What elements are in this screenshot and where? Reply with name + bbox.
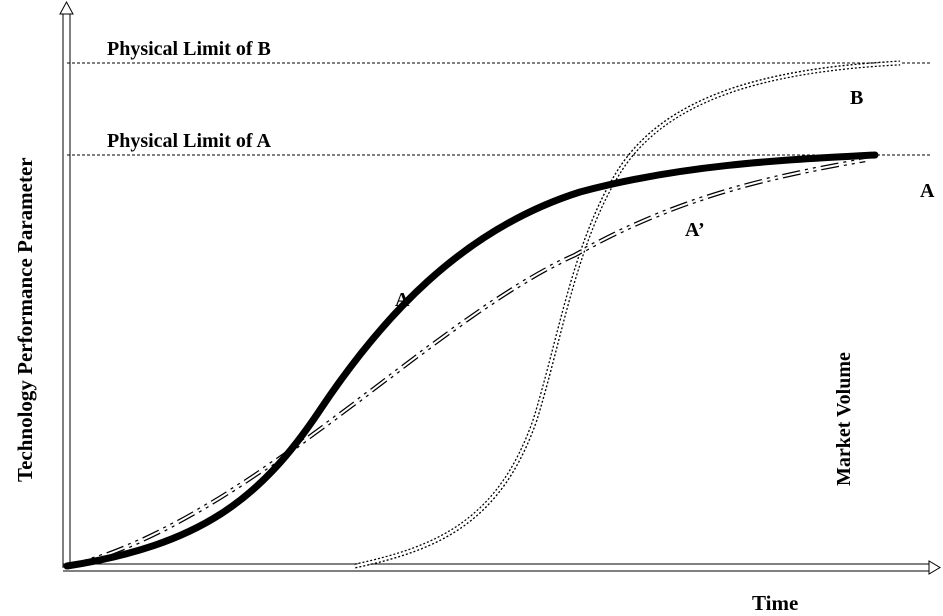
curve-a-prime-label: A’ <box>685 219 705 241</box>
x-axis <box>63 560 941 575</box>
market-volume-label: Market Volume <box>833 352 855 486</box>
limit-a-label: Physical Limit of A <box>107 130 271 152</box>
x-axis-title: Time <box>752 591 798 615</box>
y-axis <box>59 0 74 568</box>
curve-a <box>63 151 879 570</box>
y-axis-arrowhead <box>59 0 74 15</box>
curve-b <box>354 60 901 569</box>
y-axis-title: Technology Performance Parameter <box>13 157 37 482</box>
curve-a-mid-label: A <box>395 289 410 311</box>
x-axis-arrowhead <box>928 560 941 575</box>
limit-b-label: Physical Limit of B <box>107 38 271 60</box>
curve-a-prime <box>69 157 866 569</box>
curve-b-label: B <box>850 87 863 109</box>
curve-a-right-label: A <box>920 180 935 202</box>
